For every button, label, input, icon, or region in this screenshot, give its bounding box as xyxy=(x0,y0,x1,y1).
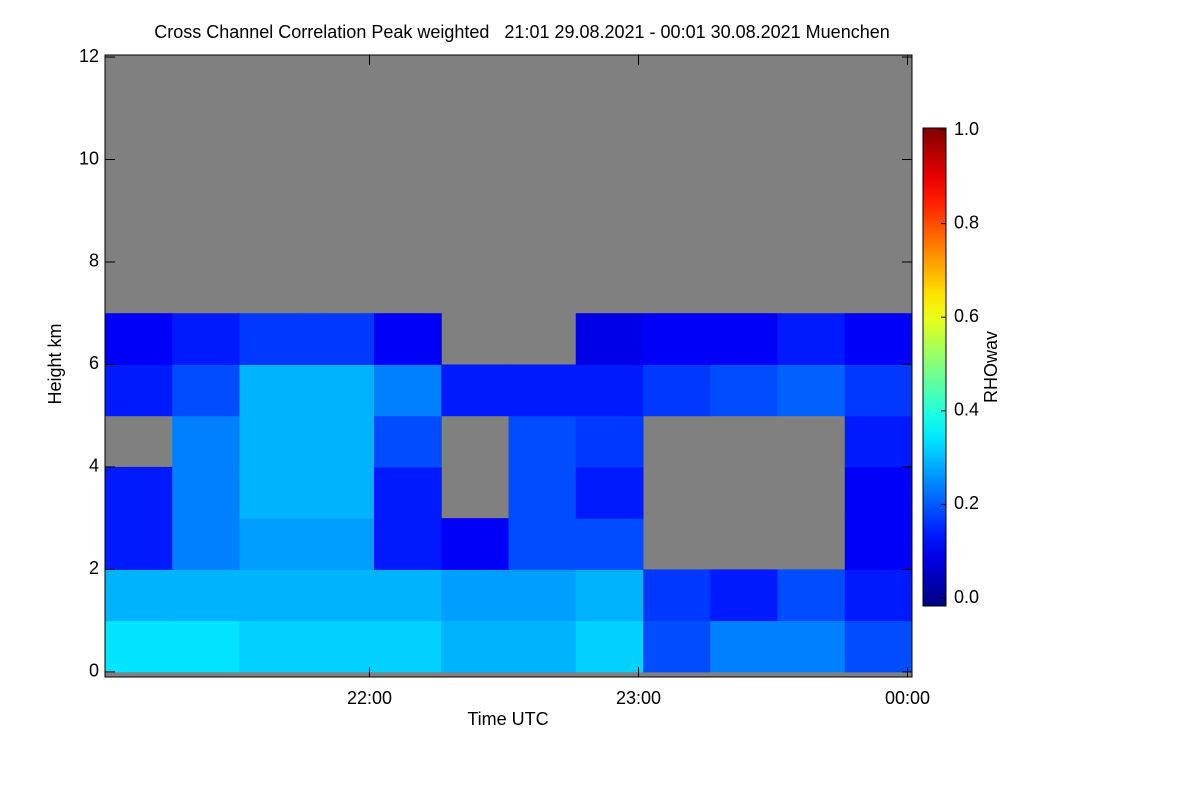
heatmap-cell xyxy=(575,518,644,570)
heatmap-cell xyxy=(777,569,846,622)
heatmap-cell xyxy=(306,518,375,570)
colorbar-tick-label: 0.6 xyxy=(954,306,979,326)
heatmap-cell xyxy=(306,313,375,365)
heatmap-cell xyxy=(105,518,173,570)
heatmap-cell xyxy=(374,518,442,570)
heatmap-cell xyxy=(172,466,240,519)
colorbar-label: RHOwav xyxy=(981,331,1001,403)
heatmap-cell xyxy=(239,415,308,468)
heatmap-cell xyxy=(374,415,442,468)
heatmap-cell xyxy=(172,569,240,622)
heatmap-cell xyxy=(306,569,375,622)
heatmap-cell xyxy=(844,466,913,519)
y-tick-label: 4 xyxy=(89,456,99,476)
heatmap-cell xyxy=(710,569,778,622)
colorbar-tick-label: 0.8 xyxy=(954,212,979,232)
heatmap-cell xyxy=(374,466,442,519)
heatmap-cell xyxy=(374,313,442,365)
plot-frame xyxy=(104,54,913,678)
y-tick-label: 10 xyxy=(79,148,99,168)
heatmap-cell xyxy=(441,364,509,417)
heatmap-cell xyxy=(508,466,577,519)
colorbar-tick-label: 0.0 xyxy=(954,587,979,607)
heatmap-cell xyxy=(575,313,644,365)
heatmap-cell xyxy=(172,364,240,417)
heatmap-cell xyxy=(844,364,913,417)
heatmap-cell xyxy=(575,415,644,468)
y-tick-label: 8 xyxy=(89,251,99,271)
x-tick-label: 22:00 xyxy=(347,688,392,708)
y-tick-label: 6 xyxy=(89,353,99,373)
colorbar xyxy=(922,127,947,607)
y-tick-label: 12 xyxy=(79,46,99,66)
heatmap-cell xyxy=(710,364,778,417)
y-axis-label: Height km xyxy=(45,323,65,404)
heatmap-cell xyxy=(441,518,509,570)
heatmap-cell xyxy=(374,620,442,673)
heatmap-cell xyxy=(306,415,375,468)
heatmap-cell xyxy=(643,620,711,673)
heatmap-cell xyxy=(105,620,173,673)
heatmap-cell xyxy=(374,364,442,417)
heatmap-cell xyxy=(575,466,644,519)
y-tick-label: 2 xyxy=(89,558,99,578)
colorbar-tick-label: 0.4 xyxy=(954,400,979,420)
heatmap-cell xyxy=(777,364,846,417)
heatmap-cell xyxy=(239,518,308,570)
heatmap-cell xyxy=(575,620,644,673)
heatmap-cell xyxy=(239,569,308,622)
heatmap-cell xyxy=(441,569,509,622)
x-tick-label: 00:00 xyxy=(885,688,930,708)
heatmap-cell xyxy=(844,415,913,468)
heatmap-cell xyxy=(105,364,173,417)
heatmap-cell xyxy=(172,313,240,365)
heatmap-cell xyxy=(508,569,577,622)
heatmap-cell xyxy=(105,313,173,365)
heatmap-cell xyxy=(710,620,778,673)
heatmap-cell xyxy=(172,620,240,673)
heatmap-cell xyxy=(105,466,173,519)
heatmap-cell xyxy=(508,620,577,673)
heatmap-cell xyxy=(239,466,308,519)
heatmap-cell xyxy=(643,569,711,622)
heatmap-cell xyxy=(239,313,308,365)
heatmap-cell xyxy=(374,569,442,622)
heatmap-cell xyxy=(508,364,577,417)
heatmap-cell xyxy=(508,518,577,570)
heatmap-cell xyxy=(105,569,173,622)
heatmap-cell xyxy=(575,364,644,417)
heatmap-cell xyxy=(239,364,308,417)
heatmap-cell xyxy=(844,313,913,365)
heatmap-cell xyxy=(777,620,846,673)
heatmap-cell xyxy=(239,620,308,673)
heatmap-cell xyxy=(844,569,913,622)
heatmap-cell xyxy=(643,313,711,365)
heatmap-cell xyxy=(844,620,913,673)
colorbar-tick-label: 0.2 xyxy=(954,493,979,513)
chart-title: Cross Channel Correlation Peak weighted … xyxy=(154,22,890,42)
heatmap-cell xyxy=(844,518,913,570)
heatmap-cell xyxy=(710,313,778,365)
heatmap-cell xyxy=(306,364,375,417)
x-axis-label: Time UTC xyxy=(467,709,548,729)
heatmap-cell xyxy=(575,569,644,622)
heatmap-cell xyxy=(172,518,240,570)
heatmap-cell xyxy=(306,466,375,519)
heatmap-cell xyxy=(508,415,577,468)
y-tick-label: 0 xyxy=(89,661,99,681)
x-tick-label: 23:00 xyxy=(616,688,661,708)
colorbar-tick-label: 1.0 xyxy=(954,119,979,139)
heatmap-cell xyxy=(643,364,711,417)
heatmap-cell xyxy=(441,620,509,673)
heatmap-cell xyxy=(172,415,240,468)
heatmap-cell xyxy=(777,313,846,365)
heatmap-cell xyxy=(306,620,375,673)
